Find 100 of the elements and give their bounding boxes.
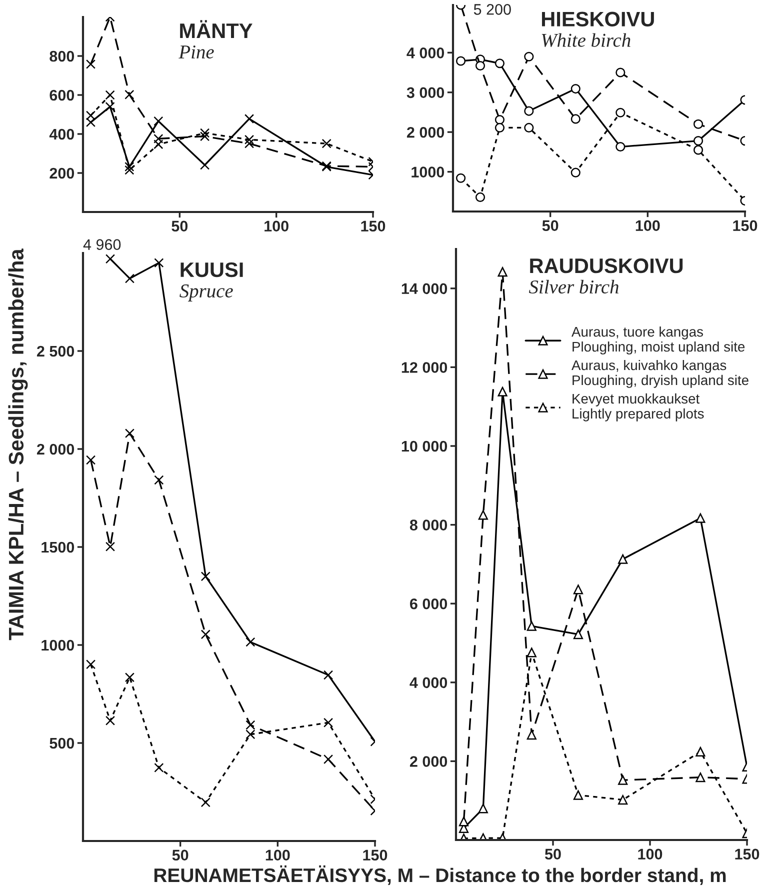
point <box>200 630 210 640</box>
annotation: 5 200 <box>474 4 511 15</box>
point <box>322 138 332 148</box>
y-tick-label: 14 000 <box>402 283 448 294</box>
point <box>154 134 164 144</box>
point <box>616 108 626 118</box>
y-tick-label: 400 <box>49 128 74 140</box>
point <box>526 621 536 631</box>
point <box>478 510 488 520</box>
y-tick-label: 200 <box>50 168 74 179</box>
x-tick-label: 50 <box>172 850 188 861</box>
text: Silver birch <box>528 280 618 294</box>
x-tick-label: 150 <box>361 220 386 232</box>
point <box>200 128 210 138</box>
point <box>154 762 164 772</box>
point <box>524 52 534 62</box>
point <box>456 173 466 183</box>
text: White birch <box>542 33 630 47</box>
point <box>696 513 706 523</box>
point <box>244 114 254 124</box>
point <box>124 672 135 682</box>
y-tick-label: 8 000 <box>410 520 448 530</box>
point <box>524 106 534 116</box>
x-axis-title: REUNAMETSÄETÄISYYS, M – Distance to the border stand, m <box>154 865 726 885</box>
x-tick-label: 100 <box>264 220 288 232</box>
point <box>154 116 164 126</box>
point <box>105 716 116 726</box>
y-tick-label: 4 000 <box>410 677 448 688</box>
point <box>105 542 116 552</box>
point <box>475 60 486 71</box>
point <box>154 475 164 485</box>
point <box>616 68 626 78</box>
chart-title: KUUSI <box>180 262 243 278</box>
point <box>200 798 210 808</box>
point <box>105 254 116 264</box>
point <box>124 428 135 438</box>
point <box>323 718 334 728</box>
point <box>323 670 334 680</box>
point <box>696 746 706 757</box>
point <box>618 795 628 805</box>
x-tick-label: 50 <box>172 220 188 232</box>
point <box>323 754 334 764</box>
point <box>244 134 254 144</box>
x-tick-label: 100 <box>636 220 660 232</box>
point <box>475 192 486 202</box>
point <box>86 455 96 465</box>
point <box>696 772 706 782</box>
point <box>154 258 164 268</box>
point <box>200 132 210 142</box>
point <box>478 804 488 814</box>
y-tick-label: 4 000 <box>406 48 444 58</box>
y-tick-label: 1000 <box>412 166 444 178</box>
chart-title: RAUDUSKOIVU <box>530 258 683 274</box>
x-tick-label: 50 <box>542 220 558 232</box>
y-tick-label: 6 000 <box>410 598 448 610</box>
point <box>494 114 505 125</box>
point <box>573 790 584 800</box>
point <box>618 554 628 564</box>
y-tick-label: 800 <box>50 50 74 62</box>
point <box>570 168 580 178</box>
point <box>124 162 134 172</box>
point <box>498 386 508 396</box>
point <box>86 110 96 120</box>
point <box>246 730 256 740</box>
x-tick-label: 150 <box>735 848 760 860</box>
point <box>124 165 134 175</box>
point <box>494 122 505 132</box>
point <box>456 56 466 66</box>
y-tick-label: 500 <box>50 738 74 749</box>
y-tick-label: 1000 <box>42 640 74 651</box>
point <box>86 118 96 128</box>
chart-title: MÄNTY <box>180 20 252 38</box>
point <box>693 119 704 129</box>
legend-label: Auraus, kuivahko kangas Ploughing, dryish upland site <box>572 360 748 388</box>
point <box>244 138 254 148</box>
y-tick-label: 2 000 <box>406 126 444 138</box>
text: 4 960 <box>83 239 121 250</box>
point <box>86 660 96 670</box>
point <box>524 122 534 132</box>
point <box>498 267 508 277</box>
point <box>693 136 704 146</box>
point <box>616 142 626 152</box>
x-tick-label: 150 <box>363 850 388 861</box>
point <box>573 630 584 640</box>
y-axis-title: TAIMIA KPL/HA – Seedlings, number/ha <box>8 248 28 640</box>
text: Pine <box>178 45 214 59</box>
point <box>246 637 256 647</box>
legend-label: Auraus, tuore kangas Ploughing, moist upland site <box>572 326 745 354</box>
y-tick-label: 1500 <box>42 542 74 553</box>
point <box>526 648 536 658</box>
y-tick-label: 2 000 <box>410 756 448 767</box>
x-tick-label: 150 <box>733 220 758 232</box>
x-tick-label: 100 <box>638 848 662 860</box>
y-tick-label: 600 <box>50 90 74 101</box>
point <box>573 584 584 594</box>
y-tick-label: 10 000 <box>402 440 448 452</box>
point <box>693 145 704 155</box>
text: Spruce <box>180 284 233 302</box>
point <box>86 59 96 69</box>
y-tick-label: 2 000 <box>36 444 74 455</box>
